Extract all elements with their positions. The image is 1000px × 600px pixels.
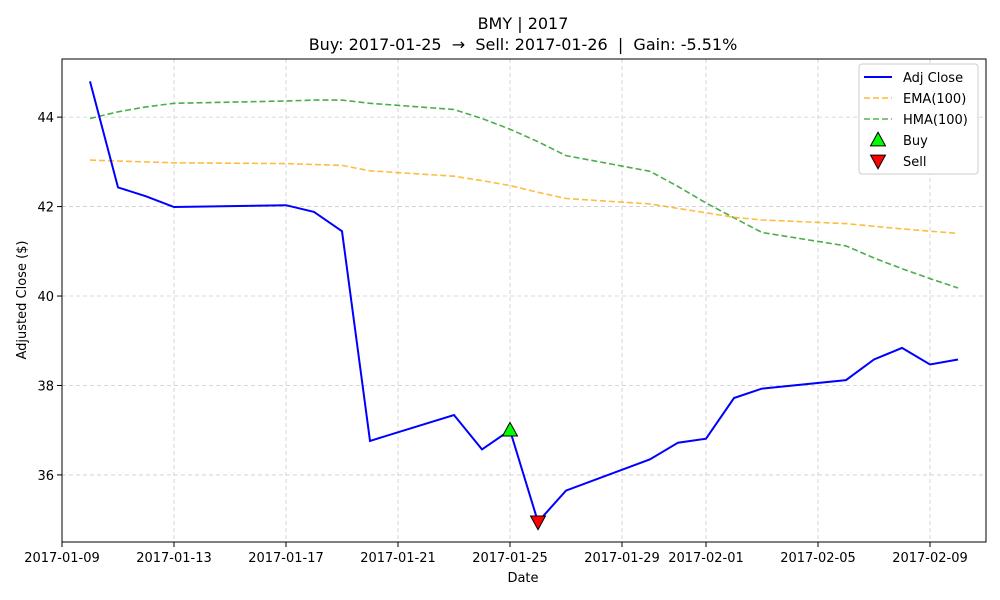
legend-swatch-buy [869,131,887,147]
y-tick-label: 36 [37,469,54,484]
legend-box [858,63,979,175]
x-tick-label: 2017-01-29 [584,551,660,566]
series-layer [89,81,959,524]
x-tick-label: 2017-02-09 [892,551,968,566]
y-tick-label: 44 [37,111,54,126]
series-line-ema-100 [89,159,959,235]
legend-label-hma-100: HMA(100) [903,113,968,128]
legend-swatch-sell [869,154,887,170]
legend-label-buy: Buy [903,134,928,149]
x-tick-label: 2017-01-21 [360,551,436,566]
x-tick-label: 2017-02-01 [668,551,744,566]
x-tick-label: 2017-01-09 [24,551,100,566]
buy-marker [501,421,519,437]
x-tick-label: 2017-01-17 [248,551,324,566]
series-line-adj-close [89,81,959,524]
x-axis: 2017-01-09 2017-01-13 2017-01-17 2017-01-21… [24,542,968,566]
chart-subtitle: Buy: 2017-01-25 → Sell: 2017-01-26 | Gai… [309,35,738,54]
y-axis: 36 38 40 42 44 [37,111,62,484]
grid [61,59,986,542]
marker-layer [501,421,547,531]
legend: Adj Close EMA(100) HMA(100) Buy Sell [858,63,979,175]
legend-label-sell: Sell [903,155,926,170]
legend-label-ema-100: EMA(100) [903,92,966,107]
sell-marker [529,515,547,531]
chart-title: BMY | 2017 [478,14,569,33]
y-axis-label: Adjusted Close ($) [15,241,30,360]
x-tick-label: 2017-01-13 [136,551,212,566]
series-line-hma-100 [89,99,959,289]
y-tick-label: 42 [37,201,54,216]
x-tick-label: 2017-02-05 [780,551,856,566]
plot-frame [61,58,987,543]
x-axis-label: Date [507,571,538,586]
y-tick-label: 40 [37,290,54,305]
x-tick-label: 2017-01-25 [472,551,548,566]
legend-label-adj-close: Adj Close [903,71,963,86]
y-tick-label: 38 [37,379,54,394]
